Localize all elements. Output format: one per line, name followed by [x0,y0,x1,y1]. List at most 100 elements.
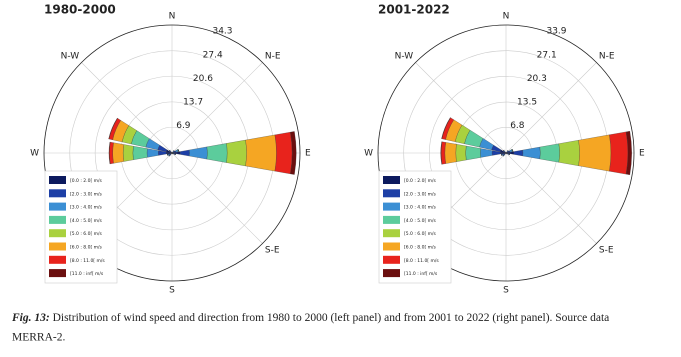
caption-line-2: MERRA-2. [12,332,65,344]
legend-label: [2.0 : 3.0[ m/s [404,191,437,197]
r-tick-label: 34.3 [212,27,232,37]
wedge-segment [206,143,228,163]
legend-swatch [383,215,400,224]
panel-title: 2001-2022 [378,3,450,17]
wedge-segment [179,149,190,157]
legend-swatch [383,229,400,238]
legend-swatch [383,189,400,198]
r-tick-label: 6.9 [176,121,191,131]
r-tick-label: 20.3 [527,74,547,84]
legend-label: [3.0 : 4.0[ m/s [70,205,103,211]
legend-label: [8.0 : 11.0[ m/s [70,258,105,264]
wedge-segment [480,148,493,158]
wedge-segment [507,150,509,152]
direction-label: N [169,12,176,22]
legend: [0.0 : 2.0[ m/s [2.0 : 3.0[ m/s [3.0 : 4.0… [378,170,452,284]
wedge-segment [440,141,443,165]
r-tick-label: 13.5 [517,98,537,108]
caption-label: Fig. 13: [11,312,50,324]
r-tick-label: 13.7 [183,98,203,108]
wedge-segment [539,143,560,163]
direction-label: N-E [599,52,615,62]
wedge-segment [189,146,208,160]
wedge-segment [455,144,467,162]
legend-label: [3.0 : 4.0[ m/s [404,205,437,211]
wedge-segment [441,117,451,139]
direction-label: W [30,149,39,159]
direction-label: N-W [61,52,80,62]
legend-label: [6.0 : 8.0[ m/s [70,245,103,251]
legend-label: [4.0 : 5.0[ m/s [404,218,437,224]
direction-label: S [503,286,509,296]
legend-label: [6.0 : 8.0[ m/s [404,245,437,251]
legend-swatch [383,269,400,278]
direction-label: W [364,149,373,159]
wind-rose-panel: 1980-2000 6.9 13.7 20.6 27.4 34.3 N N-E E S-E S W N-… [30,3,311,296]
spoke [505,62,597,154]
direction-label: N [503,12,510,22]
wedge-segment [444,142,457,164]
legend-swatch [383,242,400,251]
wedge-segment [274,131,293,175]
spoke [81,62,173,154]
wedge-segment [625,131,632,175]
r-tick-label: 27.1 [537,50,557,60]
legend-box [378,170,452,284]
direction-label: S-E [599,245,614,255]
grid-ring [43,24,301,282]
legend-label: [11.0 : inf[ m/s [70,271,104,277]
r-tick-label: 20.6 [193,74,213,84]
wedge-segment [290,131,297,175]
wedge-segment [177,149,180,152]
panel-title: 1980-2000 [44,3,116,17]
direction-label: S [169,286,175,296]
legend-swatch [49,215,66,224]
legend-swatch [49,202,66,211]
legend-swatch [49,255,66,264]
spoke [171,62,263,154]
direction-label: E [305,149,311,159]
grid-ring [377,24,635,282]
legend-swatch [383,255,400,264]
wedge-segment [112,142,125,164]
wedge-segment [146,148,159,158]
legend-label: [11.0 : inf[ m/s [404,271,438,277]
direction-label: N-E [265,52,281,62]
spoke [415,62,507,154]
legend-swatch [49,176,66,184]
legend: [0.0 : 2.0[ m/s [2.0 : 3.0[ m/s [3.0 : 4.0… [44,170,118,284]
direction-label: S-E [265,245,280,255]
legend-label: [2.0 : 3.0[ m/s [70,191,103,197]
wedge-segment [132,146,148,160]
caption-text: Distribution of wind speed and direction… [50,312,610,324]
wedge-segment [578,134,612,172]
legend-label: [8.0 : 11.0[ m/s [404,258,439,264]
wedge-segment [513,149,524,157]
direction-label: N-W [395,52,414,62]
legend-label: [5.0 : 6.0[ m/s [70,231,103,237]
spoke [171,152,263,244]
wedge-segment [609,131,629,175]
wedge-segment [226,139,247,167]
legend-swatch [383,176,400,184]
legend-swatch [49,269,66,278]
wedge-segment [511,149,514,152]
wedge-segment [465,145,481,161]
r-tick-label: 6.8 [510,121,525,131]
legend-box [44,170,118,284]
wedge-segment [167,154,169,156]
caption: Fig. 13: Distribution of wind speed and … [11,312,609,324]
wedge-segment [122,144,134,162]
legend-label: [4.0 : 5.0[ m/s [70,218,103,224]
legend-swatch [383,202,400,211]
wedge-segment [108,117,118,140]
direction-label: E [639,149,645,159]
wedge-segment [502,155,504,157]
r-tick-label: 27.4 [203,50,223,60]
wind-rose-panel: 2001-2022 6.8 13.5 20.3 27.1 33.9 N N-E E S-E S W N-… [364,3,645,296]
legend-label: [0.0 : 2.0[ m/s [70,178,103,184]
spoke [505,152,597,244]
wedge-segment [558,140,580,166]
legend-swatch [49,189,66,198]
